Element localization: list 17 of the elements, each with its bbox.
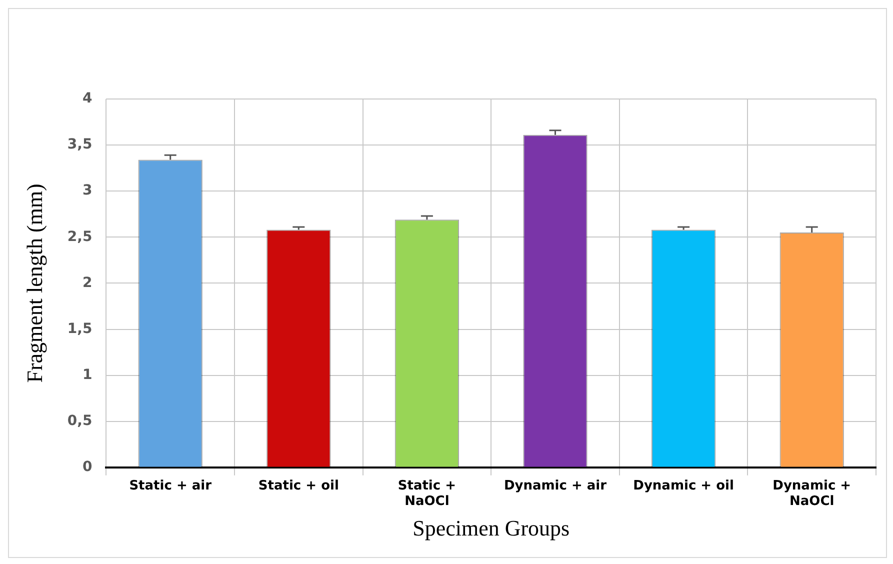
x-tick-label: Static + NaOCl [398,478,456,510]
y-tick-label: 1,5 [67,320,92,337]
y-tick-label: 3 [82,182,92,199]
x-tick-label: Static + oil [258,478,339,494]
y-tick-label: 3,5 [67,136,92,153]
x-tick-label: Dynamic + NaOCl [772,478,852,510]
y-axis-title: Fragment length (mm) [22,184,47,383]
y-tick-label: 0,5 [67,412,92,429]
x-tick-label: Dynamic + air [504,478,608,494]
y-tick-label: 2 [82,274,92,291]
y-tick-label: 4 [82,90,92,107]
y-tick-label: 1 [82,366,92,383]
x-axis-title: Specimen Groups [412,516,570,541]
y-tick-label: 0 [82,459,92,476]
y-tick-label: 2,5 [67,228,92,245]
x-tick-label: Static + air [129,478,212,494]
x-tick-label: Dynamic + oil [633,478,734,494]
